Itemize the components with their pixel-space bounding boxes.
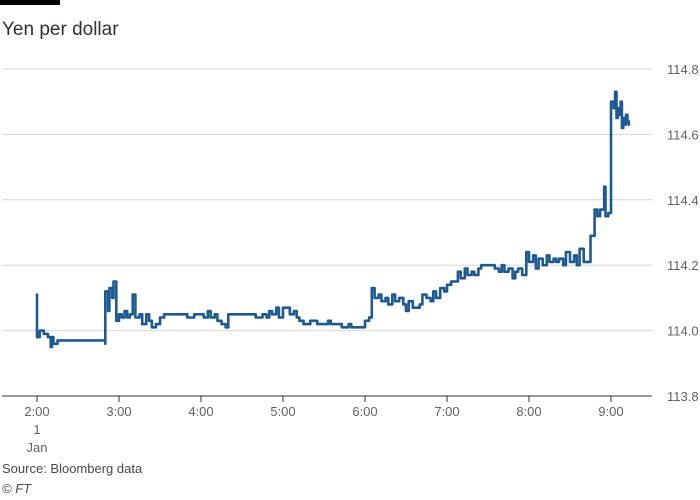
- x-tick-label: 9:00: [598, 404, 623, 419]
- x-tick-label: 8:00: [516, 404, 541, 419]
- x-tick-label: 5:00: [270, 404, 295, 419]
- y-tick-label: 114.4: [667, 193, 699, 208]
- y-tick-label: 114.8: [667, 62, 699, 77]
- grid-lines: [2, 68, 652, 332]
- y-tick-label: 114.2: [667, 258, 699, 273]
- series-lines: [35, 90, 631, 349]
- series-line: [35, 90, 631, 349]
- x-tick-sublabel: Jan: [27, 440, 48, 455]
- y-tick-label: 114.6: [667, 127, 699, 142]
- top-accent-bar: [0, 0, 60, 5]
- x-tick-sublabel: 1: [33, 422, 40, 437]
- copyright-note: © FT: [2, 481, 32, 496]
- x-tick-label: 7:00: [434, 404, 459, 419]
- x-tick-label: 2:00: [24, 404, 49, 419]
- chart-title: Yen per dollar: [2, 19, 119, 40]
- x-tick-label: 6:00: [352, 404, 377, 419]
- y-tick-labels: 114.8 114.6 114.4 114.2 114.0 113.8: [667, 62, 699, 404]
- y-tick-label: 114.0: [667, 324, 699, 339]
- x-tick-label: 4:00: [188, 404, 213, 419]
- source-note: Source: Bloomberg data: [2, 461, 143, 476]
- x-tick-labels: 2:00 1 Jan 3:00 4:00 5:00 6:00 7:00 8:00 9:00: [24, 404, 623, 455]
- y-tick-label: 113.8: [667, 389, 699, 404]
- x-tick-label: 3:00: [106, 404, 131, 419]
- x-tick-marks: [2, 395, 652, 402]
